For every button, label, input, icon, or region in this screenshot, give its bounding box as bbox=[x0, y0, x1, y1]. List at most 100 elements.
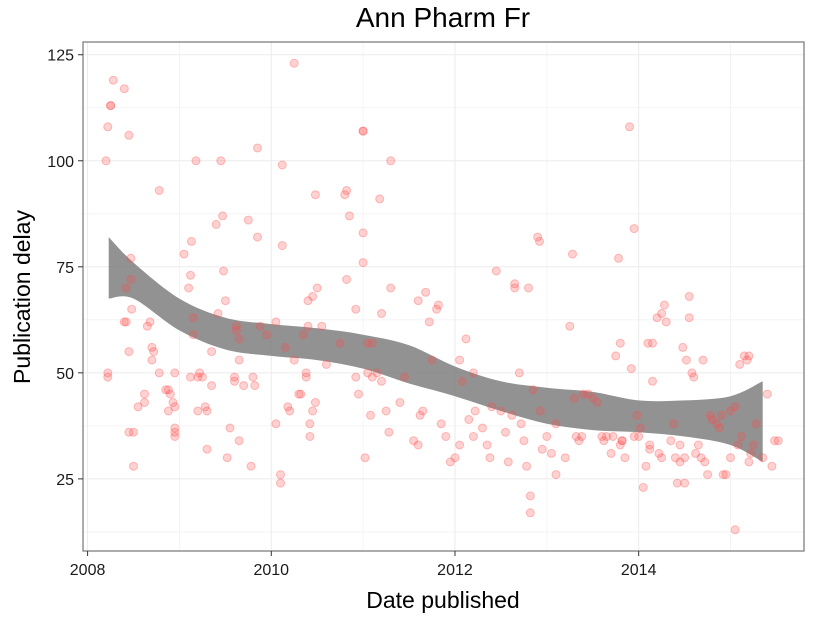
data-point bbox=[377, 309, 386, 318]
data-point bbox=[207, 381, 217, 391]
data-point bbox=[503, 457, 513, 467]
data-point bbox=[427, 355, 437, 365]
data-point bbox=[661, 317, 671, 327]
data-point bbox=[615, 440, 625, 450]
data-point bbox=[195, 368, 205, 378]
data-point bbox=[418, 406, 428, 416]
data-point bbox=[142, 321, 152, 331]
data-point bbox=[726, 406, 735, 416]
data-point bbox=[377, 376, 386, 386]
data-point bbox=[301, 368, 311, 378]
data-point bbox=[535, 406, 545, 416]
data-point bbox=[634, 432, 644, 441]
data-point bbox=[758, 453, 768, 463]
data-point bbox=[308, 292, 318, 301]
data-point bbox=[770, 436, 780, 446]
data-point bbox=[213, 309, 223, 318]
data-point bbox=[179, 249, 189, 259]
data-point bbox=[638, 482, 648, 492]
y-tick-label: 50 bbox=[56, 366, 74, 383]
data-point bbox=[119, 317, 129, 327]
data-point bbox=[216, 156, 226, 166]
data-point bbox=[154, 368, 164, 378]
data-point bbox=[124, 130, 134, 140]
data-point bbox=[684, 292, 694, 301]
data-point bbox=[537, 444, 547, 454]
data-point bbox=[354, 389, 363, 399]
data-point bbox=[351, 304, 361, 314]
data-point bbox=[108, 75, 118, 85]
data-point bbox=[294, 389, 304, 399]
data-point bbox=[342, 186, 352, 195]
data-point bbox=[375, 194, 385, 204]
data-point bbox=[395, 398, 405, 407]
data-point bbox=[546, 448, 556, 458]
data-point bbox=[666, 436, 676, 446]
data-point bbox=[672, 478, 682, 488]
data-point bbox=[496, 406, 506, 416]
data-point bbox=[197, 372, 207, 382]
data-point bbox=[514, 368, 524, 378]
data-point bbox=[597, 432, 607, 441]
data-point bbox=[592, 398, 602, 407]
data-point bbox=[145, 317, 155, 327]
y-tick-label: 100 bbox=[47, 154, 74, 171]
data-point bbox=[271, 317, 281, 327]
data-point bbox=[133, 402, 143, 412]
data-point bbox=[351, 372, 361, 382]
data-point bbox=[193, 406, 203, 416]
data-point bbox=[262, 330, 272, 340]
data-point bbox=[298, 330, 308, 340]
data-point bbox=[280, 342, 290, 352]
data-point bbox=[253, 143, 262, 153]
data-point bbox=[611, 351, 621, 361]
data-point bbox=[124, 427, 134, 437]
data-point bbox=[126, 275, 136, 284]
data-point bbox=[470, 406, 480, 416]
data-point bbox=[101, 156, 111, 166]
data-point bbox=[170, 368, 180, 378]
data-point bbox=[255, 321, 265, 331]
data-point bbox=[485, 453, 495, 463]
data-point bbox=[730, 525, 740, 535]
data-point bbox=[219, 266, 228, 276]
data-point bbox=[441, 432, 451, 441]
data-point bbox=[645, 440, 655, 450]
data-point bbox=[186, 236, 196, 246]
data-point bbox=[103, 368, 113, 378]
data-point bbox=[184, 283, 194, 293]
data-point bbox=[560, 453, 570, 463]
data-point bbox=[277, 160, 287, 170]
data-point bbox=[106, 101, 116, 111]
data-point bbox=[358, 228, 368, 238]
data-point bbox=[625, 122, 634, 132]
data-point bbox=[335, 338, 345, 348]
data-point bbox=[535, 236, 544, 246]
data-point bbox=[450, 453, 460, 463]
data-point bbox=[533, 232, 543, 242]
data-point bbox=[308, 406, 318, 416]
data-point bbox=[381, 406, 391, 416]
y-tick-label: 125 bbox=[47, 48, 74, 65]
data-point bbox=[436, 419, 446, 429]
data-point bbox=[680, 478, 690, 488]
y-tick-label: 25 bbox=[56, 472, 74, 489]
panel-border bbox=[82, 41, 805, 552]
data-point bbox=[289, 355, 299, 365]
data-point bbox=[363, 338, 373, 348]
data-point bbox=[200, 402, 210, 412]
y-axis-ticks: 25 50 75 100 125 bbox=[47, 48, 83, 489]
data-point bbox=[762, 389, 772, 399]
data-point bbox=[574, 436, 584, 446]
data-point bbox=[525, 491, 535, 501]
data-point bbox=[608, 432, 618, 441]
x-axis-title: Date published bbox=[366, 587, 519, 613]
data-point bbox=[455, 440, 465, 450]
data-point bbox=[140, 398, 149, 407]
data-point bbox=[551, 470, 561, 480]
data-point bbox=[641, 461, 651, 471]
data-point bbox=[121, 317, 131, 327]
data-point bbox=[271, 419, 281, 429]
data-point bbox=[147, 342, 157, 352]
